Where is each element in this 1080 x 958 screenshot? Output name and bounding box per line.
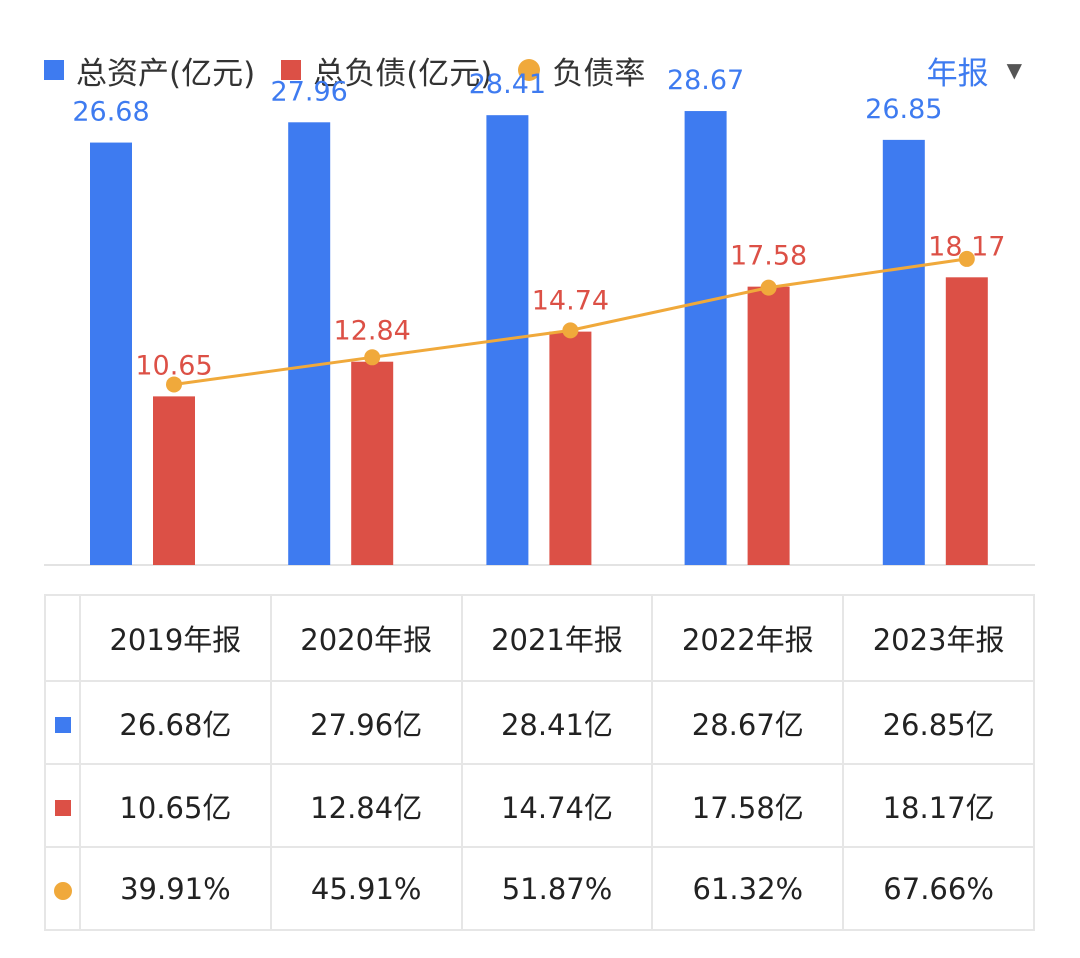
table-cell: 26.85亿 <box>842 680 1035 765</box>
ratio-point-2 <box>562 322 579 339</box>
table-header-cell: 2020年报 <box>269 594 463 682</box>
bar-assets-1 <box>288 122 331 566</box>
bar-assets-3 <box>684 111 727 565</box>
legend-item-ratio[interactable]: 负债率 <box>518 48 645 93</box>
chart-legend: 总资产(亿元) 总负债(亿元) 负债率 <box>44 48 671 92</box>
label-assets-3: 28.67 <box>667 65 744 96</box>
chevron-down-icon: ▼ <box>1006 58 1022 82</box>
table-cell: 51.87% <box>460 846 654 931</box>
bar-liabilities-2 <box>549 331 592 565</box>
label-liabilities-3: 17.58 <box>730 241 807 272</box>
table-header-cell: 2021年报 <box>460 594 654 682</box>
bar-liabilities-0 <box>153 396 195 565</box>
table-row: 10.65亿 12.84亿 14.74亿 17.58亿 18.17亿 <box>44 763 1035 848</box>
ratio-point-3 <box>760 279 777 296</box>
legend-assets-label: 总资产(亿元) <box>76 55 256 92</box>
table-cell: 14.74亿 <box>460 763 654 848</box>
table-row: 39.91% 45.91% 51.87% 61.32% 67.66% <box>44 846 1035 931</box>
table-header-row: 2019年报 2020年报 2021年报 2022年报 2023年报 <box>44 594 1035 682</box>
ratio-point-1 <box>364 349 381 366</box>
table-cell: 18.17亿 <box>842 763 1035 848</box>
bar-assets-0 <box>90 142 132 566</box>
period-selector[interactable]: 年报 ▼ <box>927 48 1022 92</box>
table-row-marker <box>44 680 81 765</box>
table-row-marker <box>44 763 81 848</box>
ratio-point-0 <box>166 376 182 393</box>
table-header-cell: 2022年报 <box>651 594 845 682</box>
label-assets-0: 26.68 <box>72 97 149 128</box>
table-header-cell: 2023年报 <box>842 594 1035 682</box>
bar-line-chart: 26.68 10.65 27.96 12.84 28.41 14.74 28.67 17.58… <box>44 65 1035 566</box>
table-cell: 39.91% <box>79 846 272 931</box>
table-cell: 12.84亿 <box>269 763 463 848</box>
square-marker-icon <box>54 799 71 816</box>
table-cell: 61.32% <box>651 846 845 931</box>
table-row-marker <box>44 846 81 931</box>
bar-liabilities-1 <box>351 361 394 565</box>
bar-liabilities-3 <box>747 286 790 565</box>
bar-assets-4 <box>882 139 925 565</box>
table-header-cell: 2019年报 <box>79 594 272 682</box>
table-cell: 28.67亿 <box>651 680 845 765</box>
circle-marker-icon <box>53 881 72 900</box>
bar-liabilities-4 <box>945 277 988 565</box>
label-liabilities-2: 14.74 <box>532 286 609 317</box>
period-selector-label: 年报 <box>926 55 989 92</box>
legend-liabilities-label: 总负债(亿元) <box>313 55 493 92</box>
table-row: 26.68亿 27.96亿 28.41亿 28.67亿 26.85亿 <box>44 680 1035 765</box>
data-table: 2019年报 2020年报 2021年报 2022年报 2023年报 26.68亿 27.9… <box>44 594 1035 931</box>
legend-ratio-swatch <box>518 59 541 81</box>
legend-assets-swatch <box>44 60 64 80</box>
table-cell: 17.58亿 <box>651 763 845 848</box>
square-marker-icon <box>54 716 71 733</box>
legend-liabilities-swatch <box>281 60 302 80</box>
table-cell: 67.66% <box>842 846 1035 931</box>
legend-item-assets[interactable]: 总资产(亿元) <box>44 48 255 93</box>
table-corner-cell <box>44 594 81 682</box>
table-cell: 26.68亿 <box>79 680 272 765</box>
ratio-point-4 <box>958 250 975 267</box>
label-assets-1: 27.96 <box>271 76 348 107</box>
label-assets-2: 28.41 <box>469 69 546 100</box>
legend-ratio-label: 负债率 <box>552 55 646 92</box>
legend-item-liabilities[interactable]: 总负债(亿元) <box>281 48 492 93</box>
table-cell: 10.65亿 <box>79 763 272 848</box>
label-liabilities-0: 10.65 <box>135 350 212 381</box>
label-assets-4: 26.85 <box>865 94 942 125</box>
table-cell: 27.96亿 <box>269 680 463 765</box>
table-cell: 28.41亿 <box>460 680 654 765</box>
table-cell: 45.91% <box>269 846 463 931</box>
label-liabilities-1: 12.84 <box>334 316 411 347</box>
